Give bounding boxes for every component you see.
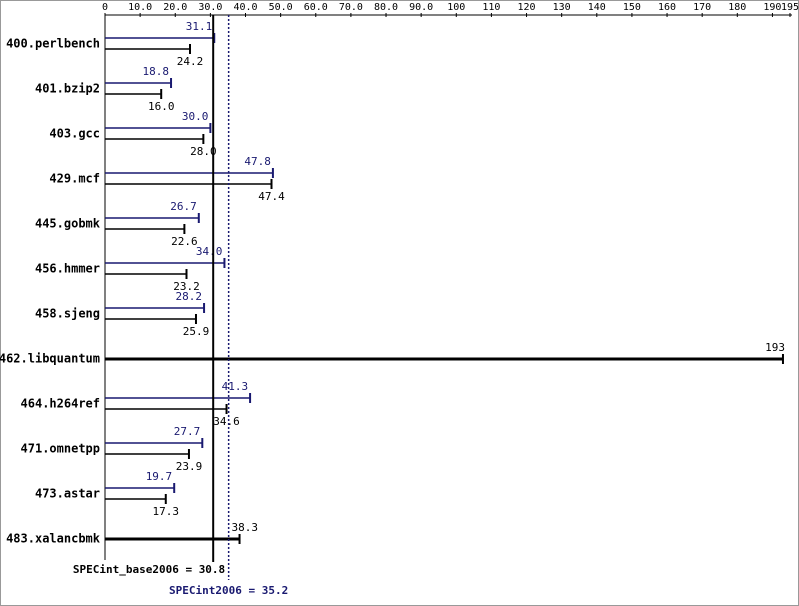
bar	[105, 354, 784, 364]
value-label: 16.0	[148, 100, 175, 113]
bar	[105, 179, 273, 189]
value-label: 30.0	[182, 110, 209, 123]
reference-label: SPECint2006 = 35.2	[169, 584, 288, 597]
x-tick-label: 140	[588, 2, 606, 13]
value-label: 31.1	[186, 20, 213, 33]
bar	[105, 314, 197, 324]
value-label: 23.9	[176, 460, 203, 473]
x-tick-label: 160	[658, 2, 676, 13]
value-label: 17.3	[153, 505, 180, 518]
bar	[105, 33, 216, 43]
value-label: 47.8	[244, 155, 271, 168]
value-label: 193	[765, 341, 785, 354]
bar	[105, 449, 190, 459]
bar	[105, 213, 200, 223]
value-label: 26.7	[170, 200, 197, 213]
value-label: 28.0	[190, 145, 217, 158]
bar	[105, 134, 205, 144]
value-label: 27.7	[174, 425, 201, 438]
bar	[105, 168, 274, 178]
value-label: 41.3	[222, 380, 249, 393]
x-tick-label: 10.0	[128, 2, 152, 13]
bar	[105, 224, 186, 234]
bar	[105, 123, 212, 133]
category-label: 400.perlbench	[6, 37, 100, 51]
bar	[105, 303, 206, 313]
bar	[105, 404, 228, 414]
value-label: 34.0	[196, 245, 223, 258]
category-label: 429.mcf	[49, 172, 100, 186]
x-tick-label: 190	[763, 2, 781, 13]
x-tick-label: 100	[447, 2, 465, 13]
bar	[105, 78, 173, 88]
value-label: 28.2	[176, 290, 203, 303]
x-tick-label: 170	[693, 2, 711, 13]
category-label: 473.astar	[35, 487, 100, 501]
x-tick-label: 60.0	[304, 2, 328, 13]
bar	[105, 258, 226, 268]
value-label: 34.6	[213, 415, 240, 428]
x-tick-label: 195	[781, 2, 799, 13]
bar	[105, 44, 192, 54]
category-label: 462.libquantum	[0, 352, 100, 366]
value-label: 18.8	[143, 65, 170, 78]
bar	[105, 534, 241, 544]
x-tick-label: 20.0	[163, 2, 187, 13]
value-label: 47.4	[258, 190, 285, 203]
category-label: 458.sjeng	[35, 307, 100, 321]
bar	[105, 494, 167, 504]
bar	[105, 438, 204, 448]
x-tick-label: 150	[623, 2, 641, 13]
bar	[105, 483, 176, 493]
x-tick-label: 40.0	[233, 2, 257, 13]
value-label: 25.9	[183, 325, 210, 338]
x-tick-label: 180	[728, 2, 746, 13]
value-label: 23.2	[173, 280, 200, 293]
x-tick-label: 30.0	[198, 2, 222, 13]
x-tick-label: 0	[102, 2, 108, 13]
bar	[105, 89, 163, 99]
value-label: 22.6	[171, 235, 198, 248]
value-label: 19.7	[146, 470, 173, 483]
value-label: 24.2	[177, 55, 204, 68]
value-label: 38.3	[232, 521, 258, 534]
bar	[105, 269, 188, 279]
reference-label: SPECint_base2006 = 30.8	[73, 563, 225, 576]
x-tick-label: 110	[482, 2, 500, 13]
category-label: 471.omnetpp	[21, 442, 100, 456]
category-label: 456.hmmer	[35, 262, 100, 276]
x-tick-label: 80.0	[374, 2, 398, 13]
category-label: 445.gobmk	[35, 217, 101, 231]
x-tick-label: 50.0	[269, 2, 293, 13]
category-label: 403.gcc	[49, 127, 100, 141]
x-tick-label: 70.0	[339, 2, 363, 13]
category-label: 464.h264ref	[21, 397, 100, 411]
category-label: 483.xalancbmk	[6, 532, 101, 546]
x-tick-label: 120	[518, 2, 536, 13]
bar	[105, 393, 252, 403]
x-tick-label: 130	[553, 2, 571, 13]
x-tick-label: 90.0	[409, 2, 433, 13]
category-label: 401.bzip2	[35, 82, 100, 96]
